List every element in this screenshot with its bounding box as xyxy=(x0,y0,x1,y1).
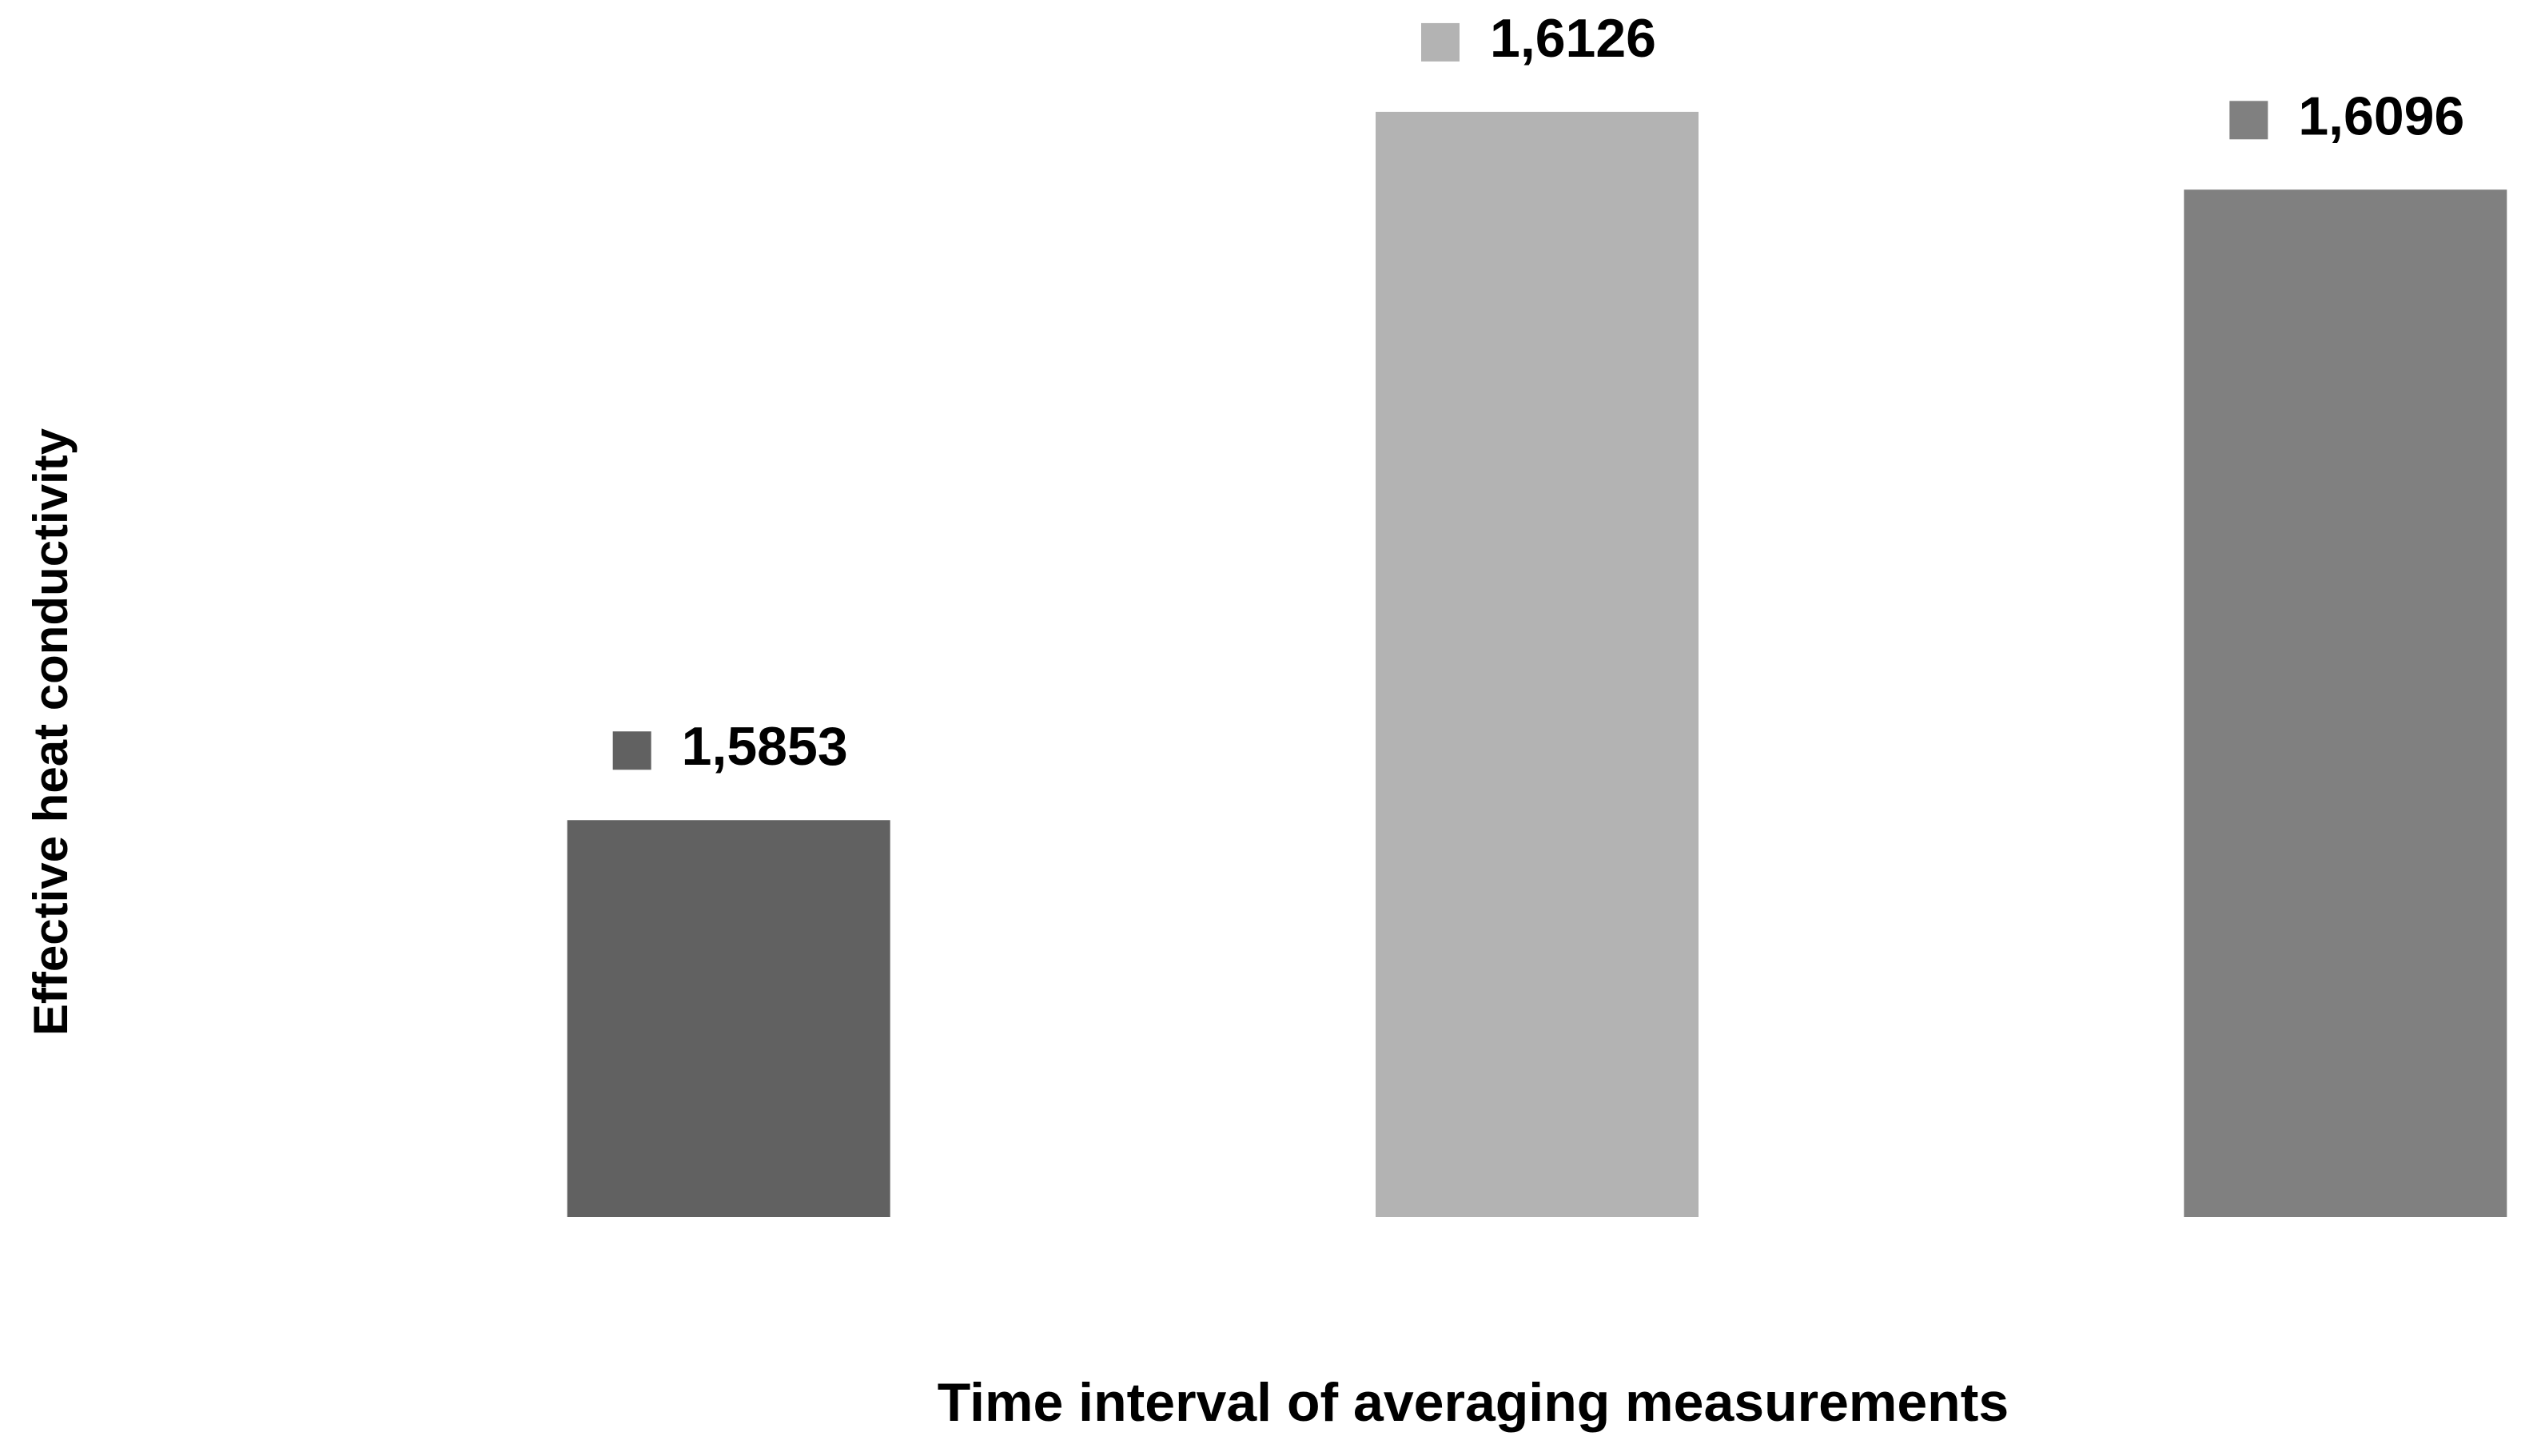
label-swatch xyxy=(612,731,651,770)
value-label: 1,6126 xyxy=(1490,8,1656,69)
value-label: 1,5853 xyxy=(682,716,848,777)
label-swatch xyxy=(2229,101,2268,140)
label-swatch xyxy=(1421,22,1460,62)
bar xyxy=(1376,111,1699,1217)
y-axis-title: Effective heat conductivity xyxy=(24,428,78,1036)
bar xyxy=(2184,189,2507,1217)
bar xyxy=(567,820,890,1217)
x-axis-title: Time interval of averaging measurements xyxy=(938,1372,2009,1433)
value-label: 1,6096 xyxy=(2298,86,2464,146)
